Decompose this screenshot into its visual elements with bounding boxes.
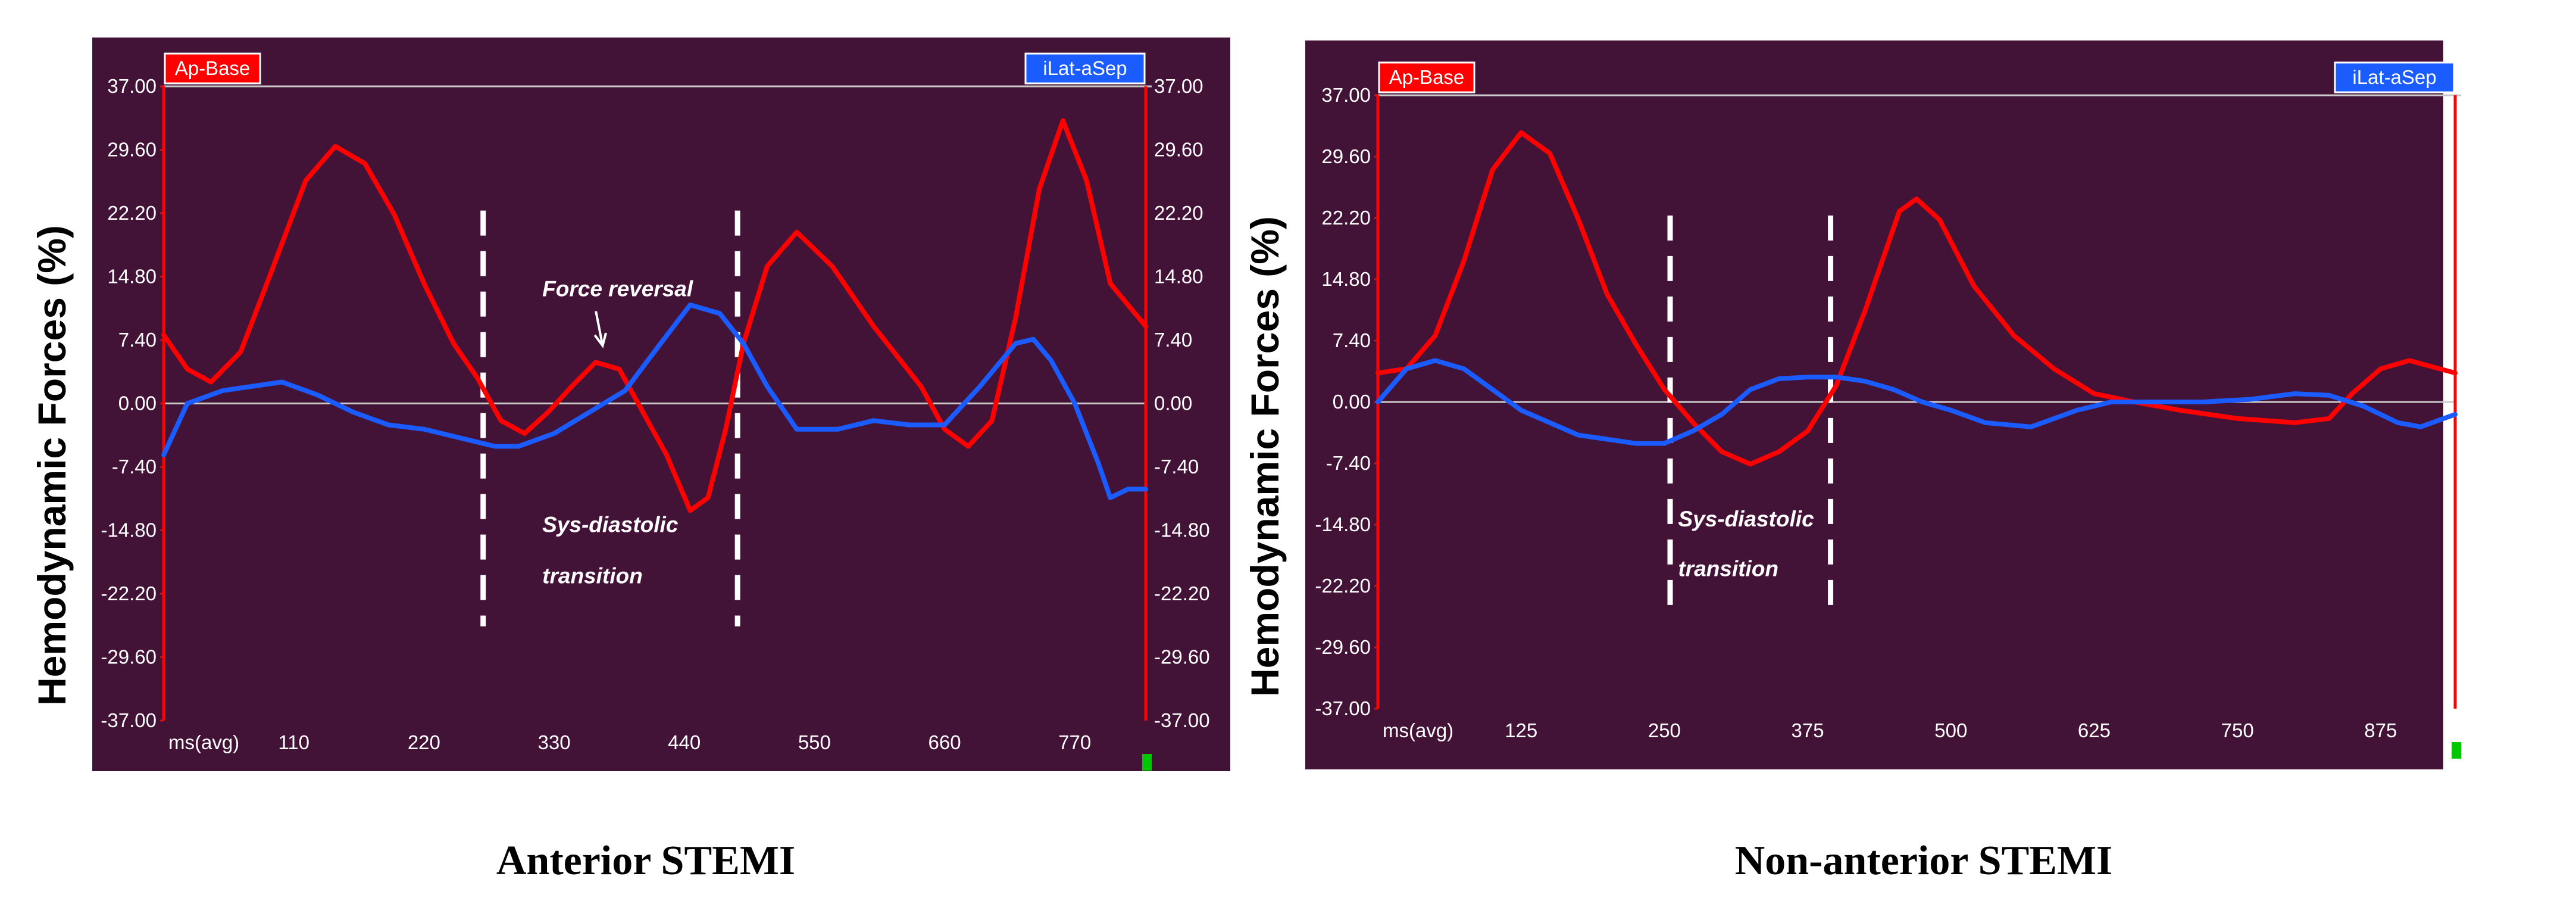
legend-label: Ap-Base (175, 57, 251, 79)
y-tick-label-left: 14.80 (107, 266, 157, 288)
y-tick-label-right: 37.00 (1154, 75, 1203, 97)
x-tick-label: 750 (2221, 719, 2254, 741)
panel-caption: Non-anterior STEMI (1735, 838, 2113, 884)
annotation-text: Force reversal (542, 277, 693, 301)
legend-badge (1378, 61, 1475, 93)
x-tick-label: 375 (1792, 719, 1824, 741)
y-tick-label-right: 29.60 (2464, 145, 2513, 167)
annotation-text: Sys-diastolic (542, 512, 679, 537)
y-tick-label-left: 0.00 (118, 392, 157, 414)
y-tick-label-right: -29.60 (1154, 646, 1210, 668)
x-tick-label: 500 (1934, 719, 1967, 741)
y-tick-label-left: 14.80 (1321, 268, 1371, 290)
annotation-arrowhead (593, 332, 607, 348)
x-first-label: ms(avg) (1383, 719, 1453, 741)
legend-badge (1024, 52, 1146, 85)
y-axis-label: Hemodynamic Forces (%) (30, 225, 74, 706)
y-tick-label-right: -22.20 (2464, 575, 2519, 597)
y-tick-label-left: 7.40 (1333, 329, 1371, 351)
panel-caption: Anterior STEMI (496, 838, 795, 884)
series-line-ilat-asep (1375, 358, 2458, 446)
y-tick-label-left: -37.00 (101, 709, 157, 731)
y-tick-label-left: 29.60 (107, 139, 157, 161)
y-tick-label-right: -37.00 (2464, 697, 2519, 719)
y-tick-label-left: 29.60 (1321, 145, 1371, 167)
y-tick-label-left: 0.00 (1333, 391, 1371, 413)
y-tick-label-left: -7.40 (1326, 452, 1371, 474)
x-tick-label: 550 (798, 731, 831, 753)
legend-label: iLat-aSep (1043, 57, 1127, 79)
y-tick-label-right: 22.20 (1154, 202, 1203, 224)
y-tick-label-left: -14.80 (101, 519, 157, 541)
y-tick-label-left: -7.40 (112, 456, 157, 478)
y-tick-label-right: 29.60 (1154, 139, 1203, 161)
x-tick-label: 440 (668, 731, 701, 753)
y-tick-label-right: -7.40 (1154, 456, 1199, 478)
y-tick-label-left: -37.00 (1315, 697, 1371, 719)
annotation-text: Sys-diastolic (1678, 507, 1814, 531)
annotation-arrow (595, 311, 604, 346)
y-tick-label-right: -22.20 (1154, 582, 1210, 604)
series-line-ap-base (161, 118, 1148, 513)
y-tick-label-left: -29.60 (1315, 636, 1371, 658)
x-tick-label: 220 (408, 731, 440, 753)
x-tick-label: 110 (278, 731, 310, 753)
plot-background (1305, 40, 2443, 769)
annotation-text: transition (542, 564, 643, 588)
series-line-ilat-asep (161, 303, 1148, 500)
y-tick-label-left: -29.60 (101, 646, 157, 668)
panel-anterior-stemi: Hemodynamic Forces (%) Anterior STEMI 37… (30, 38, 1230, 884)
x-tick-label: 330 (537, 731, 570, 753)
legend-badge (164, 52, 261, 85)
y-tick-label-right: -37.00 (1154, 709, 1210, 731)
y-tick-label-right: -14.80 (1154, 519, 1210, 541)
x-first-label: ms(avg) (168, 731, 239, 753)
y-tick-label-left: 37.00 (1321, 84, 1371, 106)
legend-label: iLat-aSep (2352, 66, 2436, 88)
annotation-text: transition (1678, 556, 1778, 581)
status-marker (2452, 742, 2461, 759)
y-tick-label-left: 22.20 (107, 202, 157, 224)
y-tick-label-left: -14.80 (1315, 513, 1371, 535)
y-tick-label-right: 7.40 (1154, 329, 1192, 351)
legend-label: Ap-Base (1389, 66, 1465, 88)
y-tick-label-right: -7.40 (2464, 452, 2508, 474)
y-tick-label-right: 0.00 (1154, 392, 1192, 414)
y-tick-label-right: -29.60 (2464, 636, 2519, 658)
x-tick-label: 625 (2078, 719, 2111, 741)
y-tick-label-left: 37.00 (107, 75, 157, 97)
legend-badge (2334, 61, 2455, 93)
y-tick-label-left: -22.20 (1315, 575, 1371, 597)
x-tick-label: 875 (2364, 719, 2397, 741)
y-tick-label-left: 7.40 (118, 329, 157, 351)
y-tick-label-right: 14.80 (1154, 266, 1203, 288)
y-tick-label-left: -22.20 (101, 582, 157, 604)
status-marker (1142, 754, 1152, 771)
y-tick-label-right: 0.00 (2464, 391, 2502, 413)
y-tick-label-right: 14.80 (2464, 268, 2513, 290)
panel-non-anterior-stemi: Hemodynamic Forces (%) Non-anterior STEM… (1243, 40, 2519, 884)
x-tick-label: 250 (1648, 719, 1681, 741)
y-tick-label-right: -14.80 (2464, 513, 2519, 535)
y-tick-label-right: 7.40 (2464, 329, 2502, 351)
series-line-ap-base (1375, 130, 2458, 467)
y-tick-label-right: 22.20 (2464, 207, 2513, 229)
y-tick-label-left: 22.20 (1321, 207, 1371, 229)
y-axis-label: Hemodynamic Forces (%) (1243, 216, 1287, 697)
x-tick-label: 660 (929, 731, 961, 753)
x-tick-label: 770 (1058, 731, 1091, 753)
y-tick-label-right: 37.00 (2464, 84, 2513, 106)
x-tick-label: 125 (1505, 719, 1537, 741)
